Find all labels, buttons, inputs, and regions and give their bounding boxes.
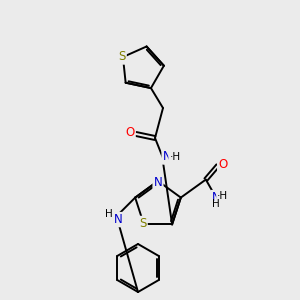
- Text: N: N: [163, 151, 171, 164]
- Text: O: O: [218, 158, 227, 171]
- Text: ·H: ·H: [169, 152, 181, 162]
- Text: N: N: [154, 176, 162, 190]
- Text: H: H: [212, 199, 220, 208]
- Text: N: N: [212, 191, 220, 204]
- Text: S: S: [139, 217, 147, 230]
- Text: H: H: [105, 208, 113, 219]
- Text: N: N: [114, 213, 122, 226]
- Text: ·H: ·H: [217, 190, 228, 201]
- Text: S: S: [118, 50, 126, 64]
- Text: O: O: [125, 127, 135, 140]
